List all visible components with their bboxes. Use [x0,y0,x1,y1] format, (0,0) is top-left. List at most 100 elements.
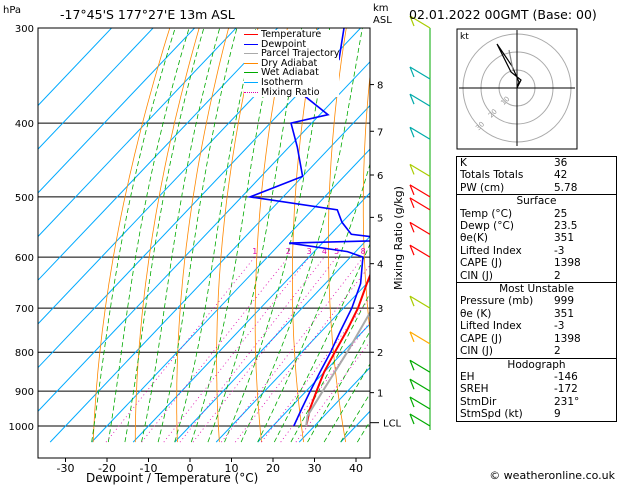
dry-adiabat-line [176,28,230,443]
isotherm-line [174,235,370,443]
wet-adiabat-line [141,28,221,443]
wind-barb-staff [409,396,431,410]
wind-barb-staff [409,244,431,258]
lcl-label: LCL [383,419,402,430]
isotherm-line [215,279,370,443]
hodo-row: EH -146 [460,370,578,383]
x-tick-label: 10 [225,462,239,475]
hodo-row: StmSpd (kt) 9 [460,408,561,421]
wind-barb-staff [409,221,431,235]
wind-barb [409,197,431,211]
wind-barb [409,184,431,198]
wet-adiabat-line [190,28,278,443]
mu-row: Lifted Index -3 [460,320,565,333]
dry-adiabat-line [254,28,288,443]
mu-row: θe (K) 351 [460,307,575,320]
wet-adiabat-line [340,392,370,443]
temperature-line [305,272,370,427]
wind-barb-feather [409,93,415,105]
isotherm-line [38,61,370,412]
wind-barb-feather [409,413,415,425]
wet-adiabat-line [257,162,370,443]
hodo-row: SREH -172 [460,383,578,396]
isotherm-line [91,148,370,443]
mixing-ratio-label: 2 [286,247,291,256]
wind-barb-staff [409,15,431,29]
index-row: Totals Totals 42 [460,169,568,182]
mixing-ratio-line [141,256,289,443]
wind-barb-staff [409,378,431,392]
plot-frame [37,27,371,459]
wind-barb [409,359,431,373]
hodograph-trace [496,43,522,89]
wind-barb [409,331,431,345]
mu-row: CAPE (J) 1398 [460,332,581,345]
wind-barb-feather [409,244,415,256]
legend-item: Dry Adiabat [244,58,339,69]
wind-barb-staff [409,93,431,107]
hodo-row: StmDir 231° [460,395,580,408]
mixing-ratio-label: 5 [334,247,339,256]
isotherm-line [132,192,370,443]
header-location: -17°45'S 177°27'E 13m ASL [60,7,235,22]
hodograph-kt-label: kt [460,32,469,42]
isotherm-line [38,28,113,107]
wind-barb-feather [409,184,415,196]
wind-barb [409,295,431,309]
km-tick-label: 8 [377,81,383,92]
dry-adiabat-line [291,28,318,443]
mixing-ratio-line [163,256,310,443]
pressure-tick-label: 500 [15,193,34,204]
wind-barb-feather [409,360,415,371]
x-tick-label: -20 [98,462,116,475]
surface-row: Dewp (°C) 23.5 [460,220,578,233]
wet-adiabat-line [124,28,205,443]
legend-item: Mixing Ratio [244,87,339,98]
pressure-tick-label: 400 [15,119,34,130]
wind-barb [409,66,431,80]
wind-barb-feather [409,66,415,78]
mixing-ratio-label: 4 [322,247,327,256]
indices-table: K 36 Totals Totals 42 PW (cm) 5.78 Surface … [456,156,617,422]
wind-barb-staff [409,184,431,198]
wind-barb-staff [409,197,431,211]
legend-item: Dewpoint [244,39,339,50]
x-tick-label: 20 [266,462,280,475]
wind-barb-feather [409,127,415,138]
mixing-ratio-label: 10 [371,247,381,256]
wet-adiabat-line [240,28,363,443]
pressure-tick-label: 900 [15,387,34,398]
wind-barb-feather [409,396,415,408]
mixing-ratio-label: 8 [361,247,366,256]
km-tick-label: 5 [377,213,383,224]
x-tick-label: -10 [140,462,158,475]
isotherm-line [49,104,370,443]
mixing-ratio-label: 1 [252,247,257,256]
wind-barb [409,15,431,29]
wet-adiabat-line [91,28,176,443]
dry-adiabat-line [362,72,370,336]
x-tick-label: -30 [57,462,75,475]
wind-barb [409,93,431,107]
wind-barb [409,126,431,140]
mixing-ratio-line [220,256,364,443]
most-unstable-title: Most Unstable [457,282,616,295]
hodograph-trace [508,49,514,71]
wind-barb-staff [409,413,431,427]
surface-row: Temp (°C) 25 [460,207,568,220]
wet-adiabat-line [174,28,257,443]
dry-adiabat-line [134,28,200,443]
legend-item: Temperature [244,30,339,40]
pressure-tick-label: 800 [15,348,34,359]
surface-row: CIN (J) 2 [460,269,561,282]
wind-barb-staff [409,331,431,345]
surface-title: Surface [457,194,616,207]
pressure-tick-label: 1000 [9,422,34,433]
km-tick-label: 4 [377,260,383,271]
x-tick-label: 40 [349,462,363,475]
wind-barb-feather [409,222,415,233]
wind-barb [409,221,431,235]
parcel-trajectory-line [305,310,370,427]
wind-barb-feather [409,378,415,390]
wind-barb-staff [409,295,431,309]
